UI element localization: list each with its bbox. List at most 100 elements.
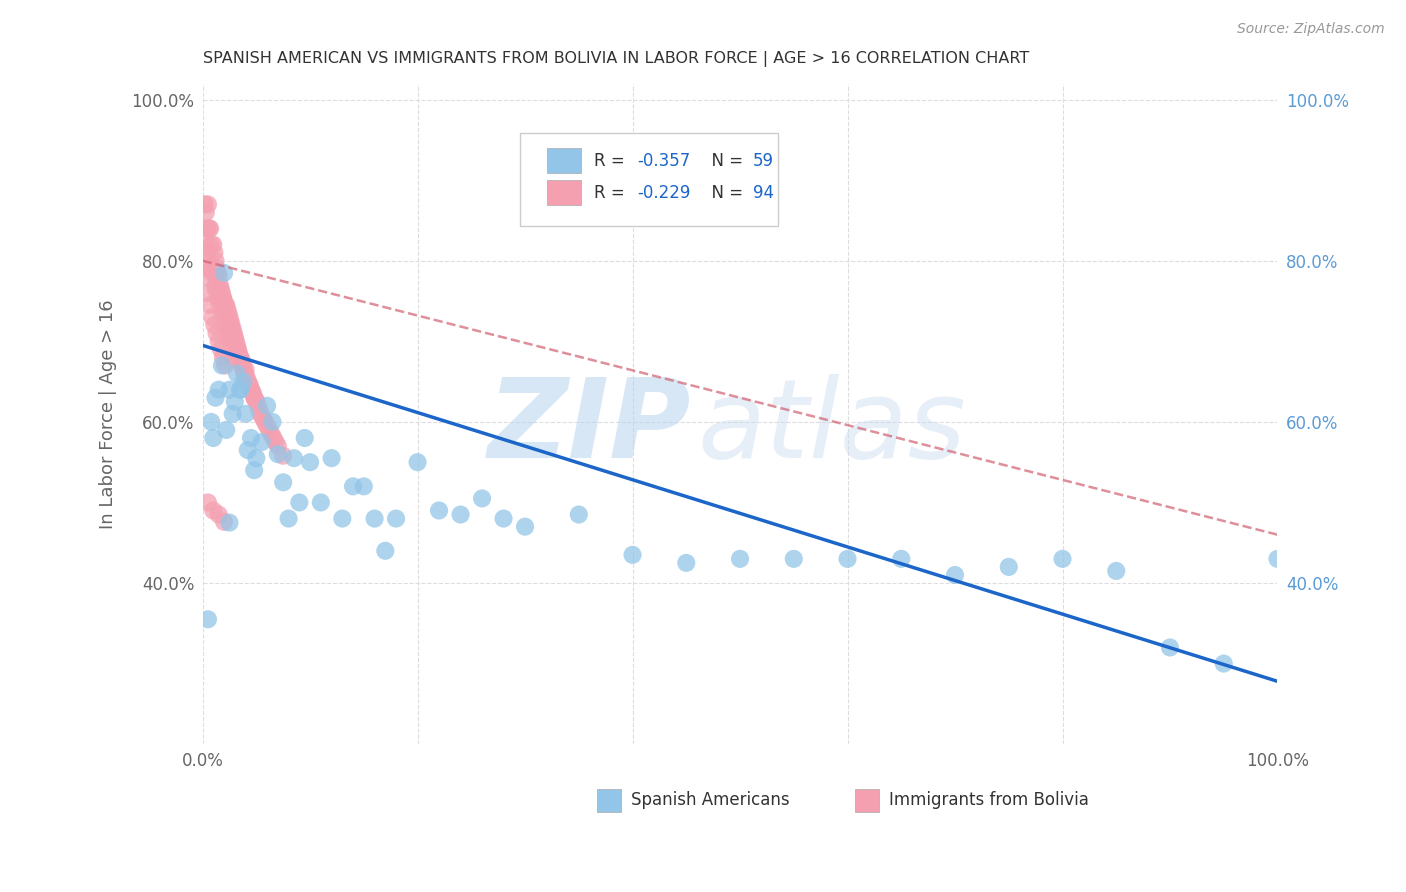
Point — [205, 261, 228, 276]
Point — [225, 334, 247, 349]
Point — [783, 552, 806, 566]
Point — [214, 298, 236, 312]
Point — [568, 508, 591, 522]
Point — [212, 266, 235, 280]
Point — [202, 318, 225, 333]
Point — [202, 245, 225, 260]
Point — [221, 341, 243, 355]
Point — [219, 314, 242, 328]
Point — [211, 306, 233, 320]
Point — [208, 508, 231, 522]
Point — [342, 479, 364, 493]
Point — [267, 439, 290, 453]
Point — [728, 552, 751, 566]
Point — [212, 515, 235, 529]
Point — [256, 418, 278, 433]
Point — [202, 431, 225, 445]
Point — [837, 552, 859, 566]
Point — [252, 410, 274, 425]
Point — [194, 205, 217, 219]
Point — [226, 338, 249, 352]
Text: atlas: atlas — [697, 374, 966, 481]
Point — [208, 277, 231, 292]
Point — [198, 221, 221, 235]
Point — [236, 375, 259, 389]
Point — [233, 367, 256, 381]
Text: R =: R = — [593, 152, 630, 169]
Point — [232, 375, 254, 389]
Point — [197, 612, 219, 626]
Point — [236, 443, 259, 458]
Point — [229, 383, 252, 397]
Point — [257, 423, 280, 437]
Text: N =: N = — [702, 152, 749, 169]
Point — [200, 261, 222, 276]
Text: R =: R = — [593, 184, 630, 202]
Point — [194, 269, 217, 284]
Point — [235, 368, 257, 383]
Point — [239, 383, 262, 397]
Point — [374, 543, 396, 558]
Point — [207, 266, 229, 280]
Point — [239, 431, 262, 445]
Point — [204, 277, 226, 292]
Point — [226, 343, 249, 357]
Point — [243, 463, 266, 477]
FancyBboxPatch shape — [520, 133, 778, 226]
Point — [231, 354, 253, 368]
Point — [256, 399, 278, 413]
Point — [450, 508, 472, 522]
Point — [1267, 552, 1289, 566]
Point — [231, 359, 253, 373]
Point — [208, 269, 231, 284]
Point — [202, 237, 225, 252]
Point — [890, 552, 912, 566]
Bar — [547, 180, 581, 205]
Point — [221, 322, 243, 336]
Point — [288, 495, 311, 509]
Text: SPANISH AMERICAN VS IMMIGRANTS FROM BOLIVIA IN LABOR FORCE | AGE > 16 CORRELATIO: SPANISH AMERICAN VS IMMIGRANTS FROM BOLI… — [202, 51, 1029, 67]
Point — [201, 266, 224, 280]
Point — [242, 386, 264, 401]
Point — [1159, 640, 1181, 655]
Point — [283, 451, 305, 466]
Point — [232, 362, 254, 376]
Point — [204, 253, 226, 268]
Point — [997, 560, 1019, 574]
Point — [238, 376, 260, 391]
Point — [201, 261, 224, 276]
Point — [226, 367, 249, 381]
Point — [215, 423, 238, 437]
Point — [1052, 552, 1074, 566]
Point — [205, 326, 228, 341]
Bar — [598, 789, 620, 812]
Point — [194, 197, 217, 211]
Point — [309, 495, 332, 509]
Point — [271, 475, 294, 490]
Point — [231, 352, 253, 367]
Point — [209, 282, 232, 296]
Point — [245, 451, 267, 466]
Point — [226, 343, 249, 357]
Point — [217, 306, 239, 320]
Text: ZIP: ZIP — [488, 374, 692, 481]
Point — [221, 318, 243, 333]
Text: Immigrants from Bolivia: Immigrants from Bolivia — [890, 791, 1090, 809]
Text: Source: ZipAtlas.com: Source: ZipAtlas.com — [1237, 22, 1385, 37]
Point — [427, 503, 450, 517]
Point — [222, 326, 245, 341]
Point — [385, 511, 408, 525]
Point — [214, 318, 236, 333]
Point — [249, 407, 271, 421]
Point — [229, 351, 252, 365]
Y-axis label: In Labor Force | Age > 16: In Labor Force | Age > 16 — [100, 299, 117, 529]
Point — [513, 519, 536, 533]
Point — [260, 427, 283, 442]
Point — [208, 383, 231, 397]
Point — [204, 391, 226, 405]
Point — [197, 495, 219, 509]
Point — [621, 548, 644, 562]
Point — [211, 359, 233, 373]
Point — [201, 310, 224, 325]
Point — [353, 479, 375, 493]
